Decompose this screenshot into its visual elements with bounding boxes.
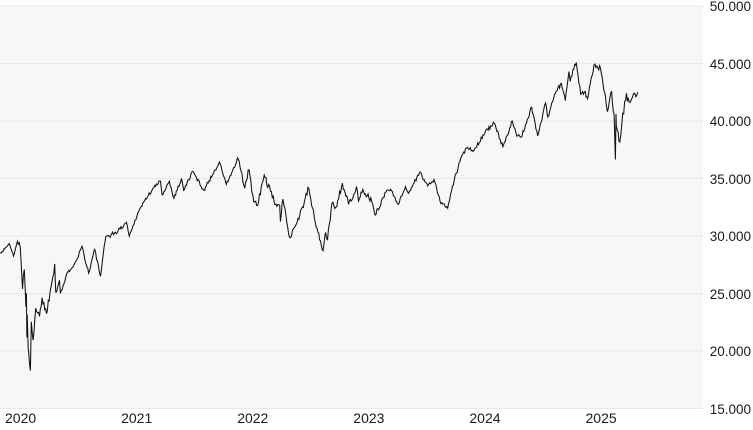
y-axis-tick-label: 40.000 <box>709 114 751 129</box>
x-axis-tick-label: 2024 <box>469 410 501 426</box>
y-axis-tick-label: 25.000 <box>709 286 751 302</box>
x-axis-tick-label: 2020 <box>5 410 37 426</box>
y-axis-tick-label: 20.000 <box>709 344 751 359</box>
x-axis-tick-label: 2023 <box>353 410 385 426</box>
x-axis-tick-label: 2022 <box>237 410 269 426</box>
x-axis-tick-label: 2021 <box>121 410 153 426</box>
x-axis-tick-label: 2025 <box>585 410 617 426</box>
y-axis-tick-label: 30.000 <box>709 229 751 244</box>
y-axis-tick-label: 45.000 <box>709 56 751 72</box>
y-axis-tick-label: 35.000 <box>709 171 751 187</box>
price-series-line <box>0 62 639 371</box>
y-axis-tick-label: 50.000 <box>709 0 751 14</box>
plot-background <box>0 6 703 409</box>
y-axis-tick-label: 15.000 <box>709 401 751 417</box>
